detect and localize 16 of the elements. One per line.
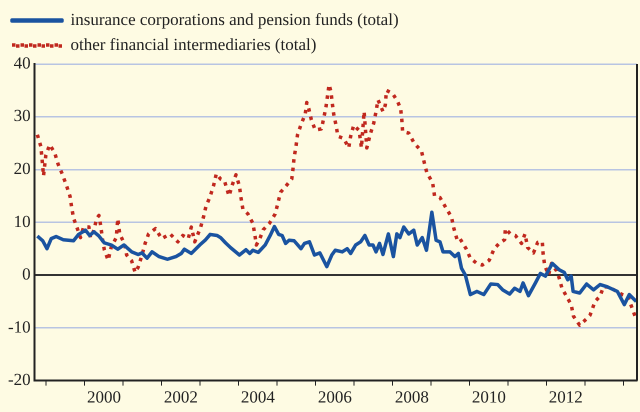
x-tick-label: 2012 bbox=[548, 387, 583, 406]
x-tick-label: 2010 bbox=[472, 387, 506, 406]
x-tick-label: 2004 bbox=[240, 387, 276, 406]
y-tick-label: -10 bbox=[8, 317, 31, 336]
y-tick-label: 0 bbox=[22, 264, 31, 284]
y-tick-label: -20 bbox=[8, 370, 31, 390]
y-tick-label: 10 bbox=[14, 212, 31, 231]
x-tick-label: 2006 bbox=[318, 387, 352, 406]
y-tick-label: 30 bbox=[14, 106, 31, 126]
x-tick-label: 2008 bbox=[394, 387, 429, 406]
legend-label: insurance corporations and pension funds (total) bbox=[70, 10, 399, 29]
y-tick-label: 20 bbox=[14, 159, 31, 178]
legend-label: other financial intermediaries (total) bbox=[70, 34, 316, 54]
y-tick-label: 40 bbox=[14, 53, 31, 72]
x-tick-label: 2000 bbox=[86, 387, 121, 406]
x-tick-label: 2002 bbox=[164, 387, 198, 406]
